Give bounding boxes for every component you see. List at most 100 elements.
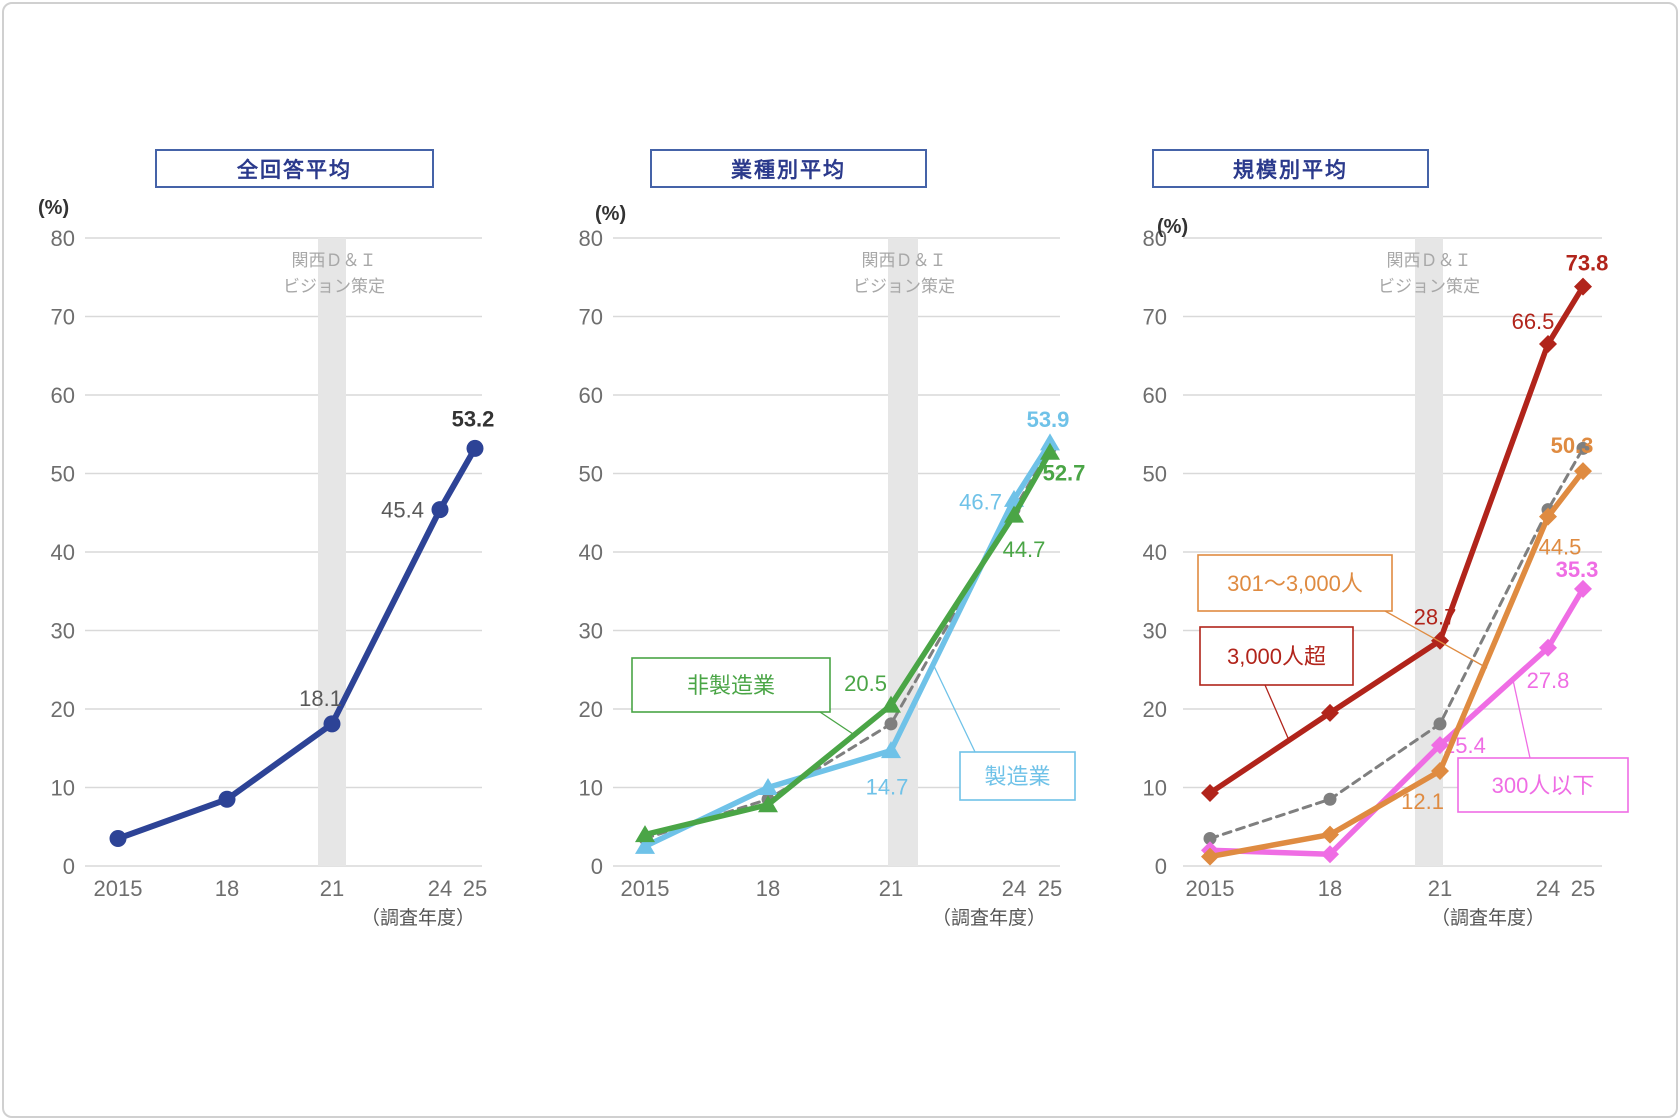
value-label: 44.5 [1539,535,1582,560]
chart-title-text: 業種別平均 [731,158,846,182]
data-point [758,778,778,795]
data-point [1201,783,1219,802]
chart-plot-overall: 0 10 20 30 40 50 60 70 80 関西Ｄ＆Ｉ ビジョン策定 (%) 2015 18 21 2… [38,197,494,929]
x-tick-label: 2015 [94,876,143,901]
value-label: 50.3 [1551,433,1594,458]
value-label: 66.5 [1512,309,1555,334]
chart-plot-industry: 0 10 20 30 40 50 60 70 80 関西Ｄ＆Ｉ ビジョン策定 (%) 2015 18 21 2… [579,203,1086,929]
data-point [1203,832,1217,846]
x-axis-note: （調査年度） [361,907,475,929]
legend-label: 301〜3,000人 [1227,571,1363,596]
x-tick-label: 21 [1428,876,1452,901]
x-tick-label: 2015 [621,876,670,901]
y-tick-label: 0 [591,854,603,879]
value-label: 27.8 [1527,668,1570,693]
data-point [1431,762,1449,781]
data-point [1576,441,1590,455]
vision-band [1415,238,1443,866]
data-point [1539,507,1557,526]
band-annotation-line1: 関西Ｄ＆Ｉ [1387,251,1472,270]
chart-title-industry: 業種別平均 [650,149,927,188]
y-tick-label: 10 [51,776,75,801]
value-label: 45.4 [381,498,424,523]
x-axis-note: （調査年度） [932,907,1046,929]
data-point [323,715,341,733]
data-point [466,439,484,457]
data-point [1431,736,1449,755]
value-label: 44.7 [1003,537,1046,562]
data-point [1321,825,1339,844]
chart-title-text: 規模別平均 [1233,158,1348,182]
y-tick-label: 30 [579,619,603,644]
value-label: 73.8 [1566,251,1609,276]
legend-leader-line [1264,684,1289,739]
data-point [1539,638,1557,657]
y-tick-label: 20 [51,697,75,722]
y-tick-label: 0 [63,854,75,879]
x-tick-label: 21 [320,876,344,901]
legend-box-製造業 [959,751,1076,801]
legend-leader-line [932,663,977,755]
data-point [1321,703,1339,722]
y-tick-label: 60 [51,383,75,408]
value-label: 35.3 [1556,557,1599,582]
data-point [1201,847,1219,866]
x-tick-label: 24 [428,876,452,901]
value-label: 52.7 [1043,460,1086,485]
data-point [1433,717,1447,731]
y-tick-label: 80 [1143,226,1167,251]
data-point [431,501,449,519]
data-point [758,795,778,813]
y-tick-label: 30 [1143,619,1167,644]
y-tick-label: 0 [1155,854,1167,879]
data-point [881,741,901,759]
value-label: 53.9 [1027,407,1070,432]
y-tick-label: 80 [51,226,75,251]
band-annotation-line1: 関西Ｄ＆Ｉ [862,251,947,270]
x-tick-label: 18 [1318,876,1342,901]
y-tick-label: 40 [1143,540,1167,565]
data-point [1040,442,1060,460]
y-tick-label: 60 [1143,383,1167,408]
x-tick-label: 2015 [1186,876,1235,901]
value-label: 18.1 [299,686,342,711]
value-label: 12.1 [1401,789,1444,814]
y-tick-label: 40 [579,540,603,565]
y-tick-label: 50 [51,462,75,487]
data-point [1574,277,1592,296]
vision-band [888,238,918,866]
legend-label: 製造業 [984,764,1050,789]
chart-size-average: 規模別平均 0 10 20 30 40 50 60 70 80 関西Ｄ＆Ｉ ビジョン策定 (%) 201… [1075,148,1660,958]
y-tick-label: 10 [579,776,603,801]
legend-leader-line [819,711,857,737]
y-tick-label: 10 [1143,776,1167,801]
band-annotation-line1: 関西Ｄ＆Ｉ [292,251,377,270]
data-point [109,830,127,848]
y-tick-label: 20 [579,697,603,722]
y-tick-label: 60 [579,383,603,408]
chart-title-text: 全回答平均 [237,158,352,182]
legend-leader-line [1512,679,1531,759]
y-tick-label: 80 [579,226,603,251]
data-point [635,825,655,843]
chart-title-size: 規模別平均 [1152,149,1429,188]
band-annotation-line2: ビジョン策定 [283,277,385,296]
data-point [1323,792,1337,806]
data-point [1574,579,1592,598]
y-tick-label: 40 [51,540,75,565]
value-label: 46.7 [959,489,1002,514]
x-tick-label: 18 [215,876,239,901]
value-label: 20.5 [844,671,887,696]
value-label: 14.7 [866,775,909,800]
legend-label: 3,000人超 [1227,644,1326,669]
x-tick-label: 25 [463,876,487,901]
legend-box-非製造業 [631,657,831,713]
chart-plot-size: 0 10 20 30 40 50 60 70 80 関西Ｄ＆Ｉ ビジョン策定 (%) 2015 18 21 2… [1143,216,1629,929]
y-tick-label: 70 [579,305,603,330]
y-tick-label: 50 [1143,462,1167,487]
x-tick-label: 18 [756,876,780,901]
percent-label: (%) [38,197,69,219]
y-tick-label: 50 [579,462,603,487]
chart-title-overall: 全回答平均 [155,149,434,188]
